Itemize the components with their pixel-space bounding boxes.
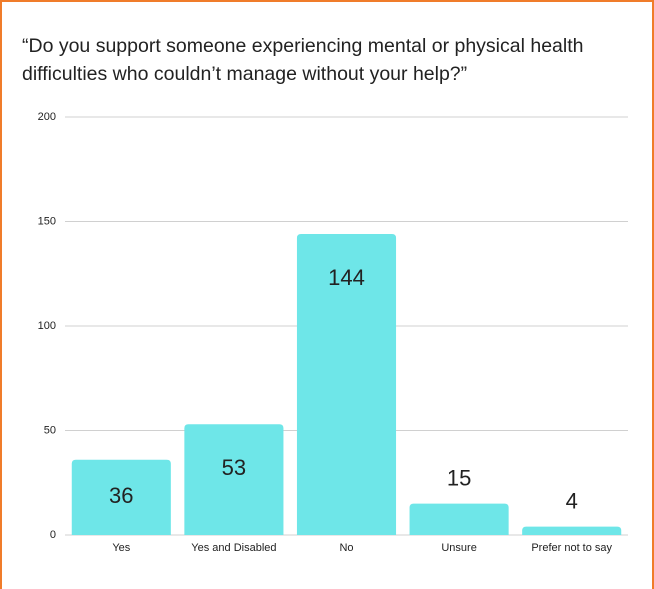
bar — [409, 503, 509, 535]
y-tick-label: 100 — [38, 320, 56, 332]
x-tick-label: Yes — [112, 542, 130, 554]
x-tick-label: No — [339, 542, 353, 554]
bar — [296, 234, 397, 536]
y-tick-label: 150 — [38, 215, 56, 227]
data-label: 144 — [328, 265, 365, 290]
data-label: 36 — [109, 483, 133, 508]
y-tick-label: 200 — [38, 111, 56, 123]
chart-title: “Do you support someone experiencing men… — [22, 35, 584, 85]
data-label: 15 — [447, 465, 471, 490]
x-tick-label: Yes and Disabled — [191, 542, 276, 554]
data-label: 53 — [222, 455, 246, 480]
y-tick-label: 0 — [50, 529, 56, 541]
data-label: 4 — [566, 488, 578, 513]
x-tick-label: Unsure — [441, 542, 476, 554]
bar — [184, 424, 284, 535]
y-tick-label: 50 — [44, 424, 56, 436]
x-tick-label: Prefer not to say — [531, 542, 612, 554]
bar — [71, 459, 171, 535]
bar — [522, 526, 622, 535]
